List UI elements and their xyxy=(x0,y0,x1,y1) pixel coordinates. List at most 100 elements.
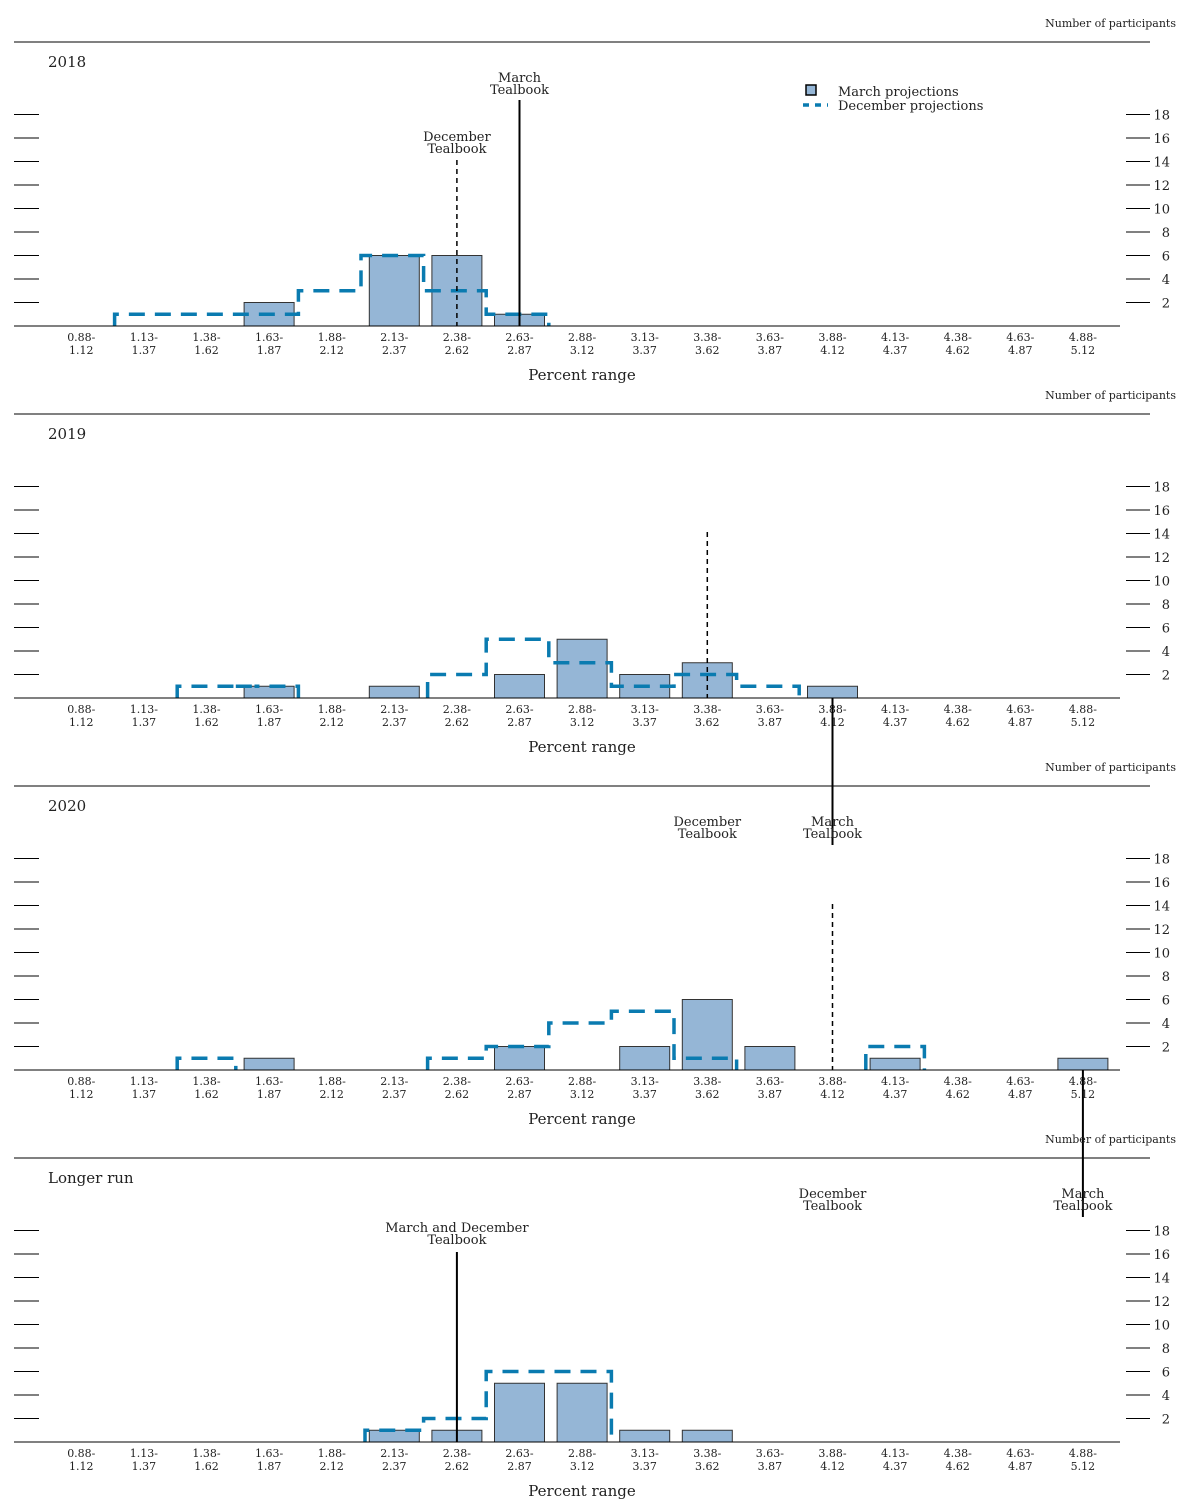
x-tick-label: 3.87 xyxy=(758,344,783,357)
x-axis-title: Percent range xyxy=(528,366,636,384)
x-tick-label: 3.87 xyxy=(758,716,783,729)
panel-title: 2020 xyxy=(48,797,86,815)
x-tick-label: 3.62 xyxy=(695,344,720,357)
y-tick-label: 8 xyxy=(1162,1342,1170,1357)
march-tealbook-label: March xyxy=(1061,1187,1105,1202)
x-tick-label: 3.37 xyxy=(632,1088,657,1101)
x-tick-label: 1.13- xyxy=(130,1447,158,1460)
march-bar xyxy=(243,1057,295,1071)
y-tick-label: 16 xyxy=(1153,504,1170,519)
x-tick-label: 4.62 xyxy=(945,1088,970,1101)
december-outline xyxy=(112,253,551,326)
x-tick-label: 1.13- xyxy=(130,1075,158,1088)
x-tick-label: 1.37 xyxy=(132,1088,157,1101)
march-bar xyxy=(368,255,420,327)
x-tick-label: 3.63- xyxy=(756,703,784,716)
x-tick-label: 2.62 xyxy=(445,1088,470,1101)
x-tick-label: 5.12 xyxy=(1071,1460,1096,1473)
y-tick-label: 14 xyxy=(1153,528,1170,543)
x-tick-label: 4.63- xyxy=(1006,1075,1034,1088)
x-tick-label: 4.38- xyxy=(944,703,972,716)
march-bar xyxy=(494,1382,545,1443)
x-tick-label: 3.88- xyxy=(818,1447,846,1460)
y-tick-label: 2 xyxy=(1162,1413,1170,1428)
x-tick-label: 1.12 xyxy=(69,344,94,357)
x-tick-label: 2.37 xyxy=(382,716,407,729)
x-tick-label: 1.88- xyxy=(318,1075,346,1088)
march-bar xyxy=(681,1429,733,1443)
x-tick-label: 0.88- xyxy=(67,1447,95,1460)
march-bar xyxy=(368,1429,420,1443)
x-tick-label: 1.62 xyxy=(194,1460,219,1473)
x-tick-label: 2.88- xyxy=(568,1075,596,1088)
march-bar xyxy=(1057,1057,1109,1071)
x-tick-label: 1.87 xyxy=(257,1460,282,1473)
december-tealbook-label: Tealbook xyxy=(427,142,486,157)
march-tealbook-label: March and December xyxy=(385,1221,529,1236)
x-tick-label: 1.38- xyxy=(192,1447,220,1460)
y-tick-label: 8 xyxy=(1162,598,1170,613)
x-tick-label: 2.12 xyxy=(319,344,344,357)
x-tick-label: 1.62 xyxy=(194,716,219,729)
y-tick-label: 6 xyxy=(1162,250,1170,265)
x-tick-label: 3.12 xyxy=(570,716,595,729)
y-tick-label: 10 xyxy=(1153,575,1170,590)
x-tick-label: 2.38- xyxy=(443,331,471,344)
x-tick-label: 4.88- xyxy=(1069,703,1097,716)
march-tealbook-label: Tealbook xyxy=(1053,1199,1112,1214)
march-tealbook-label: Tealbook xyxy=(490,83,549,98)
march-bar xyxy=(744,1046,796,1071)
y-axis-title: Number of participants xyxy=(1045,1133,1176,1146)
x-tick-label: 4.87 xyxy=(1008,344,1033,357)
x-tick-label: 3.63- xyxy=(756,1075,784,1088)
y-tick-label: 12 xyxy=(1153,179,1170,194)
march-bar xyxy=(807,685,858,699)
x-tick-label: 3.12 xyxy=(570,344,595,357)
y-tick-label: 18 xyxy=(1153,1225,1170,1240)
march-bar xyxy=(494,1046,545,1071)
march-bar xyxy=(368,685,420,699)
x-tick-label: 2.12 xyxy=(319,1088,344,1101)
x-tick-label: 2.88- xyxy=(568,331,596,344)
march-bar xyxy=(619,1046,671,1071)
x-tick-label: 3.13- xyxy=(631,1075,659,1088)
x-tick-label: 3.12 xyxy=(570,1460,595,1473)
x-tick-label: 1.63- xyxy=(255,1447,283,1460)
x-tick-label: 4.13- xyxy=(881,1075,909,1088)
x-tick-label: 3.88- xyxy=(818,1075,846,1088)
x-tick-label: 4.37 xyxy=(883,1088,908,1101)
y-tick-label: 10 xyxy=(1153,1319,1170,1334)
panel-1: Number of participants 2019 2 4 6 8 10 12 14 16 18… xyxy=(14,389,1176,845)
x-tick-label: 3.62 xyxy=(695,1460,720,1473)
x-tick-label: 1.37 xyxy=(132,344,157,357)
x-tick-label: 4.13- xyxy=(881,1447,909,1460)
x-tick-label: 1.62 xyxy=(194,344,219,357)
x-tick-label: 1.12 xyxy=(69,716,94,729)
x-tick-label: 3.38- xyxy=(693,703,721,716)
y-tick-label: 16 xyxy=(1153,132,1170,147)
december-outline xyxy=(175,1056,238,1070)
legend-march-swatch xyxy=(805,84,817,96)
x-tick-label: 2.37 xyxy=(382,1460,407,1473)
y-tick-label: 4 xyxy=(1162,273,1170,288)
y-tick-label: 12 xyxy=(1153,1295,1170,1310)
x-tick-label: 1.37 xyxy=(132,1460,157,1473)
x-tick-label: 1.63- xyxy=(255,1075,283,1088)
x-tick-label: 2.37 xyxy=(382,1088,407,1101)
x-tick-label: 1.12 xyxy=(69,1460,94,1473)
x-tick-label: 1.38- xyxy=(192,703,220,716)
x-tick-label: 4.62 xyxy=(945,1460,970,1473)
x-tick-label: 1.87 xyxy=(257,716,282,729)
x-tick-label: 2.87 xyxy=(507,716,532,729)
x-tick-label: 1.63- xyxy=(255,331,283,344)
x-tick-label: 3.63- xyxy=(756,331,784,344)
x-tick-label: 2.13- xyxy=(380,331,408,344)
x-tick-label: 3.38- xyxy=(693,1447,721,1460)
december-tealbook-label: Tealbook xyxy=(803,1199,862,1214)
x-tick-label: 3.87 xyxy=(758,1088,783,1101)
panel-0: Number of participants 2018 2 4 6 8 10 12 14 16 18… xyxy=(14,17,1176,384)
y-axis-title: Number of participants xyxy=(1045,389,1176,402)
x-tick-label: 3.37 xyxy=(632,1460,657,1473)
x-tick-label: 4.87 xyxy=(1008,1088,1033,1101)
